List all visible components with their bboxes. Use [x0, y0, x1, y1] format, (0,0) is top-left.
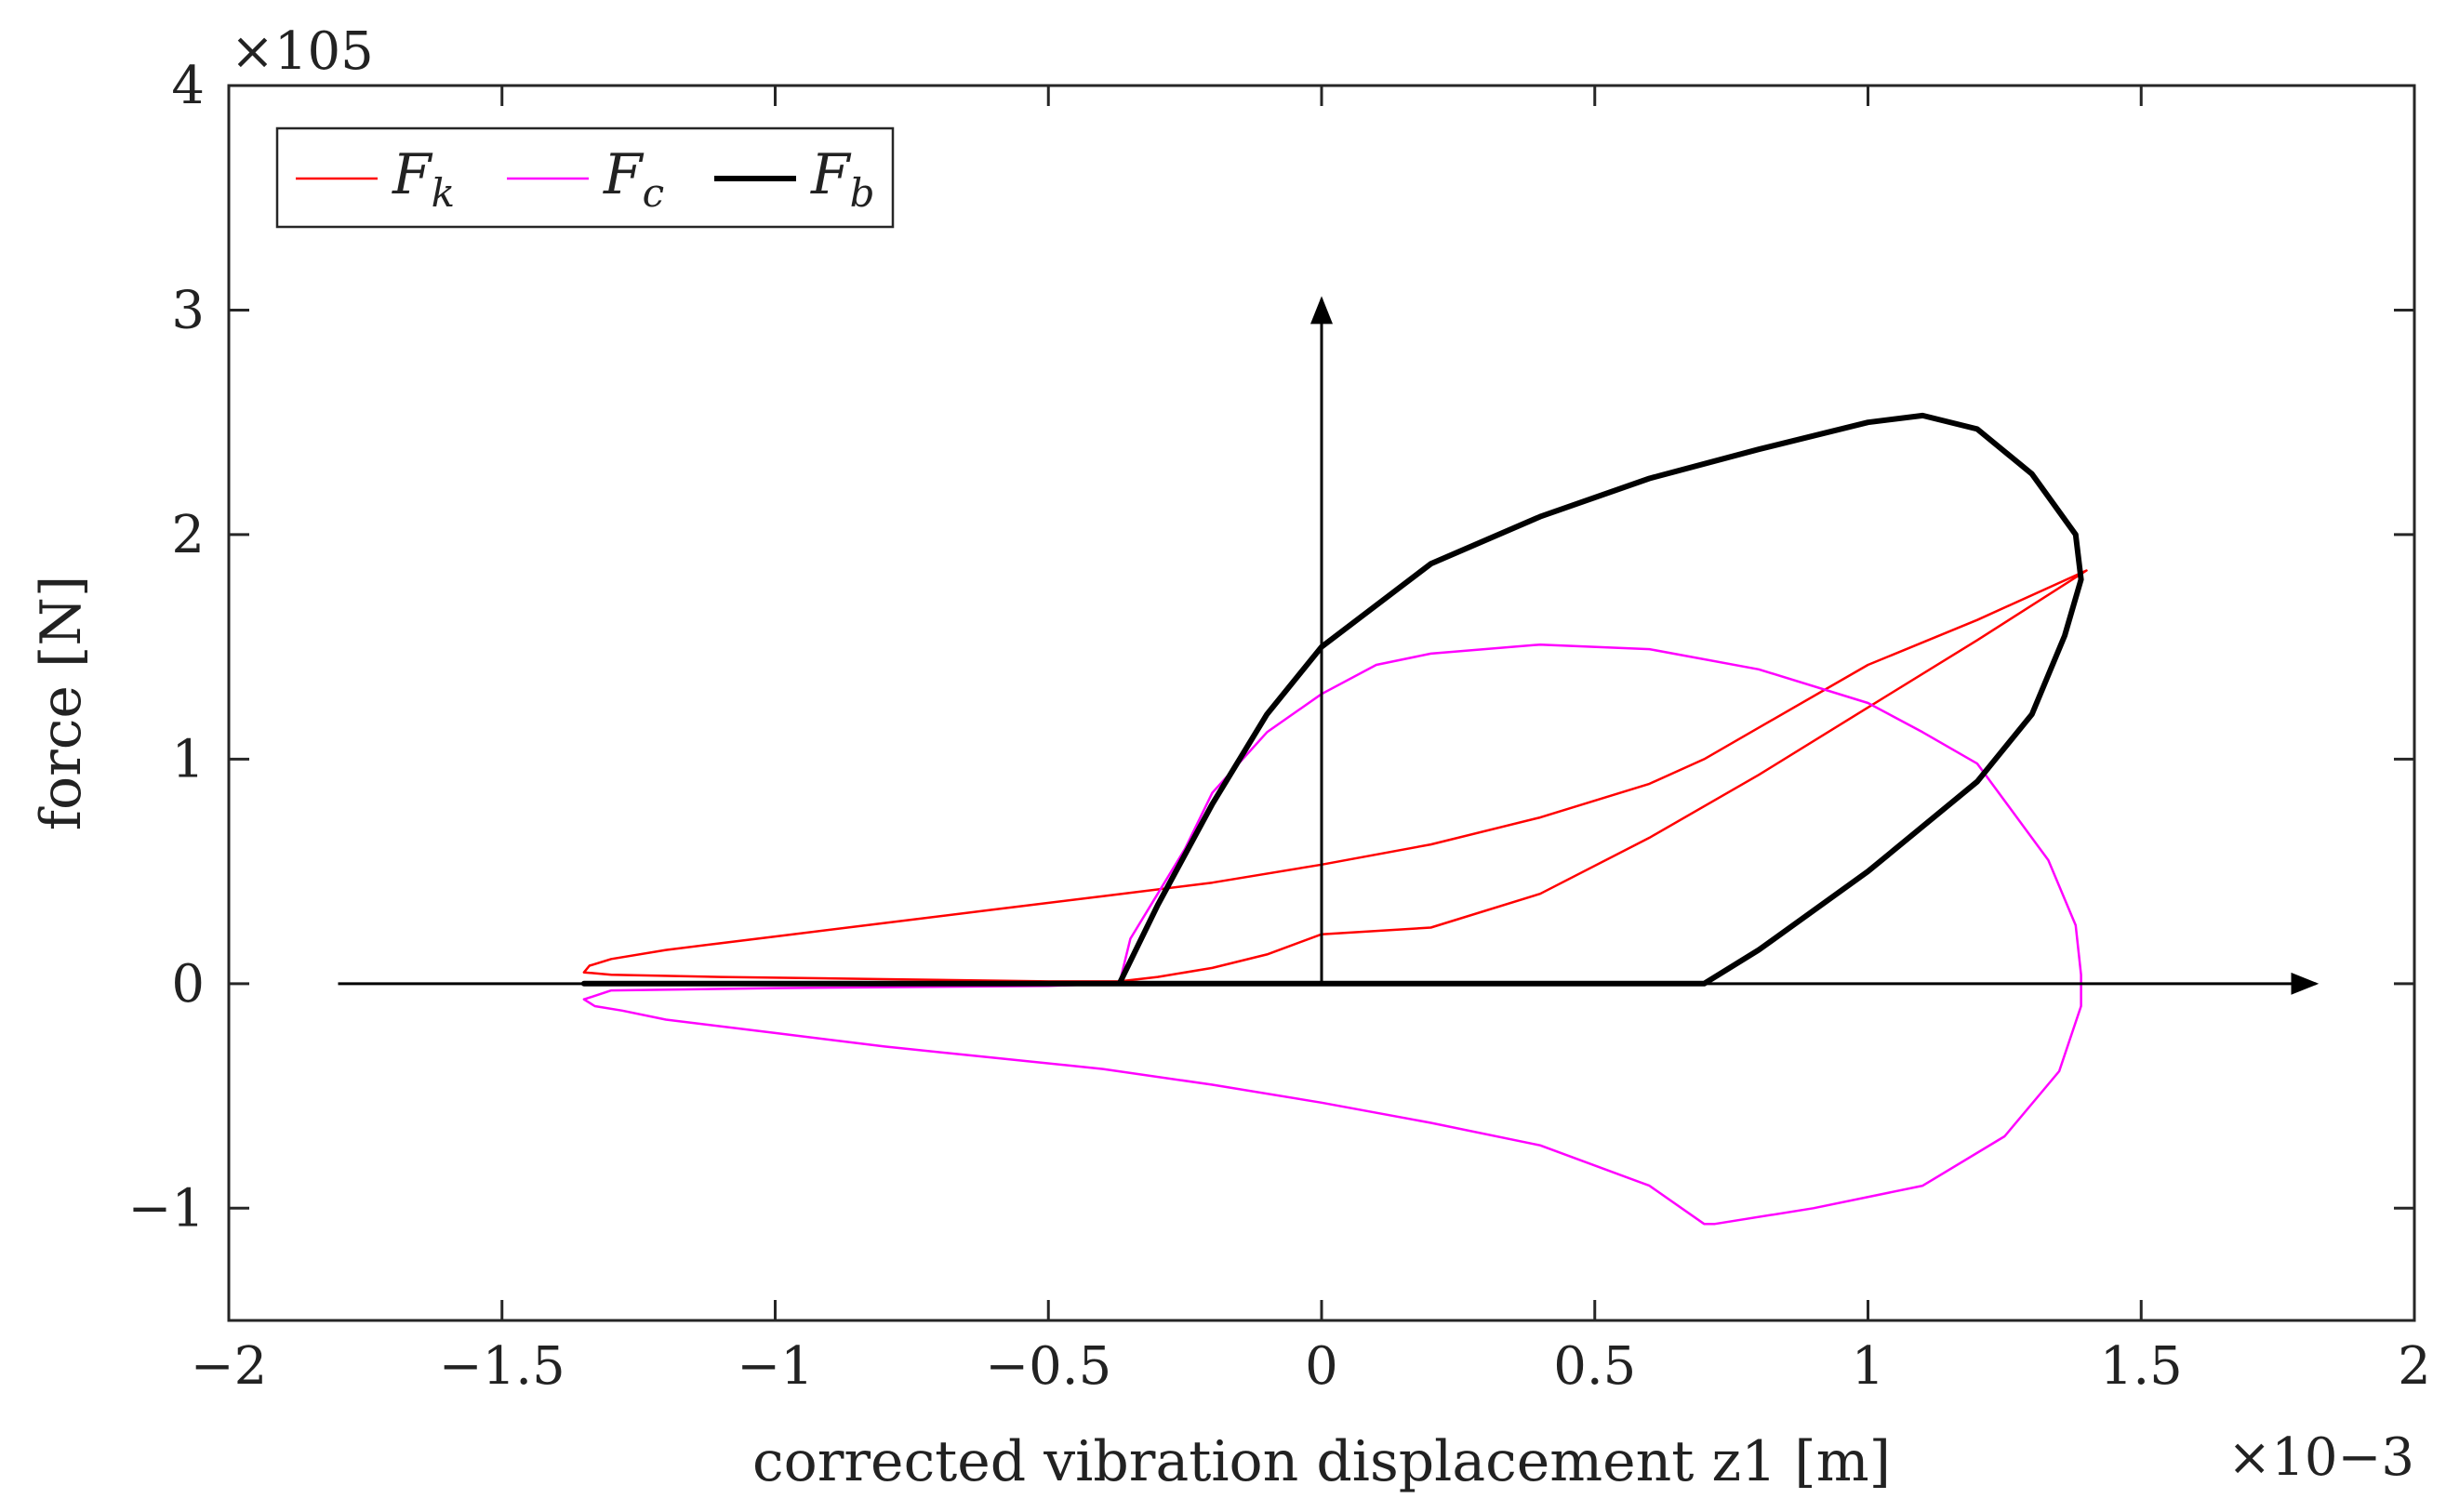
- x-tick-label: 1.5: [2100, 1336, 2183, 1397]
- x-tick-label: −1: [737, 1336, 814, 1397]
- tick-layer: [227, 84, 2416, 1320]
- y-tick-labels: −1 0 1 2 3 4: [127, 56, 205, 1239]
- y-tick-label: 2: [171, 505, 205, 565]
- series-f-k-line: [582, 569, 2088, 983]
- x-multiplier-label: ×10−3: [2227, 1427, 2414, 1488]
- legend: Fk Fc Fb: [275, 126, 895, 229]
- x-tick-label: −1.5: [439, 1336, 565, 1397]
- x-tick-label: 1: [1852, 1336, 1885, 1397]
- series-f-b-line: [580, 412, 2084, 987]
- x-axis-title: corrected vibration displacement z1 [m]: [752, 1429, 1891, 1494]
- x-tick-labels: −2 −1.5 −1 −0.5 0 0.5 1 1.5 2: [191, 1336, 2431, 1397]
- legend-label-b: Fb: [810, 142, 875, 216]
- y-multiplier-label: ×105: [231, 21, 374, 82]
- x-tick-label: −0.5: [985, 1336, 1111, 1397]
- x-tick-label: 2: [2398, 1336, 2431, 1397]
- x-tick-label: 0.5: [1553, 1336, 1636, 1397]
- y-tick-label: 3: [171, 280, 205, 340]
- x-tick-label: −2: [191, 1336, 268, 1397]
- y-tick-label: 4: [171, 56, 205, 116]
- legend-label-c: Fc: [603, 142, 664, 216]
- y-axis-title: force [N]: [29, 576, 94, 831]
- y-tick-label: 1: [171, 729, 205, 789]
- legend-label-k: Fk: [392, 142, 455, 216]
- series-f-c-line: [582, 643, 2082, 1226]
- x-tick-label: 0: [1305, 1336, 1338, 1397]
- y-tick-label: −1: [127, 1178, 205, 1239]
- series-layer: [580, 412, 2088, 1226]
- legend-items: Fk Fc Fb: [296, 142, 875, 216]
- y-tick-label: 0: [171, 954, 205, 1015]
- annotation-layer: [338, 296, 2320, 995]
